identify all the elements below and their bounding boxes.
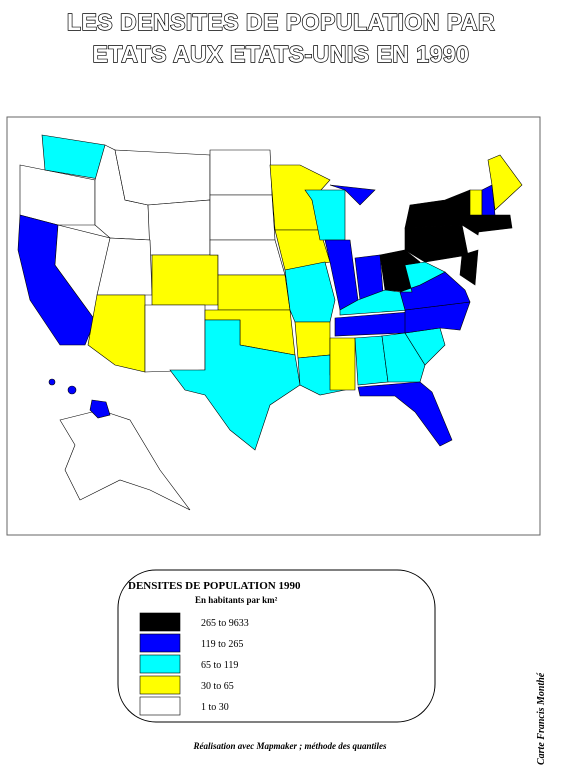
legend-label: 119 to 265 — [201, 639, 243, 650]
state — [209, 194, 276, 241]
state — [67, 385, 77, 395]
state — [329, 337, 356, 391]
state — [48, 378, 56, 386]
state — [147, 199, 211, 256]
legend-subtitle: En habitants par km² — [195, 595, 278, 605]
legend: 265 to 9633 119 to 265 65 to 119 30 to 65 1 … — [139, 612, 249, 716]
map — [17, 134, 523, 511]
legend-label: 65 to 119 — [201, 660, 238, 671]
state — [89, 399, 111, 419]
state — [87, 294, 146, 373]
legend-swatch — [139, 675, 181, 695]
legend-box — [117, 569, 436, 723]
state — [284, 261, 336, 323]
legend-swatch — [139, 633, 181, 653]
title-line: ETATS AUX ETATS-UNIS EN 1990 — [93, 41, 470, 67]
state — [59, 409, 191, 511]
state — [144, 304, 206, 373]
state — [329, 184, 376, 206]
state — [294, 321, 331, 359]
legend-label: 30 to 65 — [201, 681, 234, 692]
legend-swatch — [139, 696, 181, 716]
legend-swatch — [139, 654, 181, 674]
state — [209, 149, 273, 196]
state — [459, 249, 479, 286]
state — [357, 381, 453, 447]
legend-label: 265 to 9633 — [201, 618, 249, 629]
state — [217, 274, 291, 311]
credit: Carte Francis Monthé — [536, 672, 547, 765]
state — [481, 184, 496, 216]
state — [381, 332, 426, 383]
state — [469, 189, 483, 216]
state — [151, 254, 219, 306]
title-line: LES DENSITES DE POPULATION PAR — [67, 9, 495, 35]
state — [487, 154, 523, 211]
legend-label: 1 to 30 — [201, 702, 229, 713]
legend-title: DENSITES DE POPULATION 1990 — [128, 580, 301, 592]
state — [469, 214, 513, 233]
legend-swatch — [139, 612, 181, 632]
state — [209, 239, 286, 276]
footer: Réalisation avec Mapmaker ; méthode des … — [193, 741, 387, 751]
state — [114, 149, 211, 206]
